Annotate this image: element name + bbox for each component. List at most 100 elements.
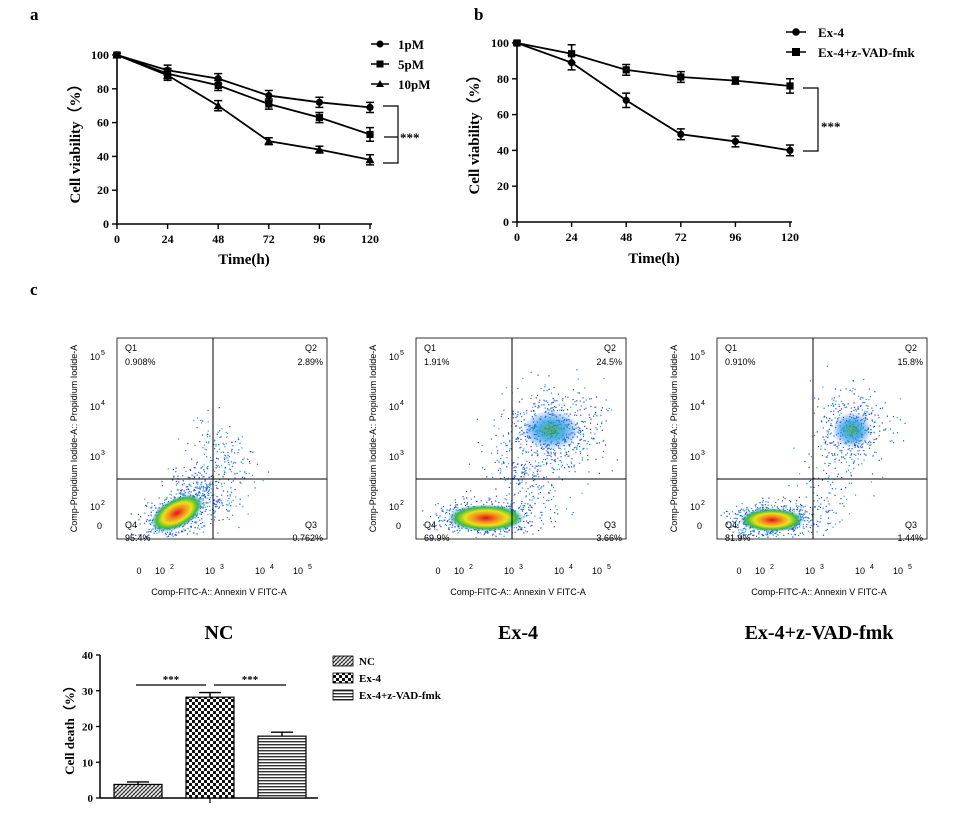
scatter-point bbox=[500, 477, 502, 480]
scatter-point bbox=[171, 534, 174, 536]
scatter-point bbox=[864, 410, 866, 412]
scatter-point bbox=[540, 465, 542, 467]
scatter-point bbox=[878, 417, 880, 419]
quadrant-name: Q3 bbox=[604, 520, 616, 530]
scatter-point bbox=[565, 451, 567, 453]
scatter-point bbox=[499, 472, 501, 474]
scatter-point bbox=[210, 483, 212, 485]
scatter-point bbox=[226, 516, 228, 519]
scatter-point bbox=[477, 531, 479, 534]
scatter-point bbox=[466, 497, 468, 499]
scatter-point bbox=[200, 482, 203, 484]
scatter-point bbox=[501, 393, 503, 395]
scatter-point bbox=[523, 508, 525, 510]
scatter-point bbox=[538, 406, 540, 408]
scatter-point bbox=[435, 524, 437, 527]
scatter-point bbox=[802, 526, 804, 528]
scatter-point bbox=[508, 529, 511, 531]
scatter-point bbox=[595, 458, 597, 460]
scatter-point bbox=[547, 481, 549, 483]
scatter-point bbox=[524, 502, 526, 505]
scatter-point bbox=[779, 531, 781, 533]
scatter-point bbox=[225, 431, 227, 434]
scatter-point bbox=[825, 421, 828, 423]
scatter-point bbox=[440, 507, 442, 509]
scatter-point bbox=[534, 515, 536, 517]
scatter-point bbox=[845, 454, 847, 456]
scatter-point bbox=[517, 438, 519, 440]
scatter-point bbox=[254, 487, 256, 489]
scatter-point bbox=[439, 524, 441, 526]
scatter-point bbox=[523, 514, 526, 516]
scatter-point bbox=[518, 528, 520, 530]
scatter-point bbox=[498, 428, 500, 430]
x-tick-label: 10 bbox=[205, 566, 215, 576]
scatter-point bbox=[218, 473, 220, 476]
scatter-point bbox=[575, 404, 577, 406]
scatter-point bbox=[214, 511, 216, 513]
scatter-point bbox=[841, 449, 843, 452]
scatter-point bbox=[536, 470, 538, 473]
scatter-point bbox=[205, 501, 207, 503]
scatter-point bbox=[461, 528, 463, 530]
scatter-point bbox=[603, 377, 605, 379]
scatter-point bbox=[574, 414, 576, 416]
scatter-point bbox=[893, 442, 895, 444]
y-tick-exponent: 5 bbox=[400, 350, 404, 357]
scatter-point bbox=[203, 487, 205, 489]
scatter-point bbox=[857, 464, 860, 466]
scatter-point bbox=[217, 532, 219, 534]
scatter-point bbox=[816, 431, 818, 433]
scatter-point bbox=[740, 514, 742, 517]
scatter-point bbox=[814, 434, 816, 437]
scatter-point bbox=[546, 461, 548, 464]
scatter-point bbox=[243, 457, 245, 459]
scatter-point bbox=[252, 451, 254, 453]
scatter-point bbox=[543, 389, 545, 392]
scatter-point bbox=[532, 495, 534, 498]
scatter-point bbox=[817, 446, 820, 448]
scatter-point bbox=[553, 405, 556, 408]
scatter-point bbox=[221, 428, 223, 430]
y-tick-label: 10 bbox=[389, 352, 399, 362]
scatter-point bbox=[497, 469, 500, 471]
scatter-point bbox=[801, 505, 803, 507]
scatter-point bbox=[565, 508, 568, 510]
scatter-point bbox=[526, 440, 528, 442]
scatter-point bbox=[811, 509, 814, 511]
scatter-point bbox=[150, 507, 152, 509]
scatter-point bbox=[831, 442, 833, 444]
scatter-point bbox=[226, 432, 229, 434]
x-tick-exponent: 3 bbox=[820, 564, 824, 571]
legend: NC Ex-4 Ex-4+z-VAD-fmk bbox=[332, 655, 442, 702]
y-tick-label: 80 bbox=[497, 72, 509, 86]
scatter-point bbox=[196, 533, 198, 535]
scatter-point bbox=[857, 407, 859, 410]
scatter-point bbox=[441, 510, 443, 512]
scatter-point bbox=[743, 527, 746, 529]
scatter-point bbox=[477, 442, 479, 444]
scatter-point bbox=[215, 500, 217, 502]
scatter-point bbox=[845, 461, 848, 463]
scatter-point bbox=[726, 523, 728, 525]
legend-item-ex4-zvad: Ex-4+z-VAD-fmk bbox=[786, 45, 915, 60]
scatter-point bbox=[761, 506, 763, 509]
series-line bbox=[116, 54, 371, 136]
scatter-point bbox=[553, 495, 555, 498]
scatter-point bbox=[808, 466, 810, 468]
scatter-point bbox=[534, 479, 536, 481]
scatter-point bbox=[536, 394, 539, 396]
scatter-point bbox=[231, 441, 233, 444]
scatter-point bbox=[529, 486, 531, 488]
scatter-point bbox=[209, 485, 211, 487]
scatter-point bbox=[507, 432, 510, 434]
scatter-point bbox=[834, 523, 836, 525]
scatter-point bbox=[180, 493, 182, 495]
scatter-point bbox=[759, 502, 761, 504]
scatter-point bbox=[513, 494, 515, 496]
scatter-point bbox=[525, 451, 527, 454]
scatter-point bbox=[814, 506, 816, 508]
scatter-point bbox=[215, 443, 217, 446]
scatter-point bbox=[544, 386, 546, 388]
scatter-point bbox=[825, 456, 827, 458]
